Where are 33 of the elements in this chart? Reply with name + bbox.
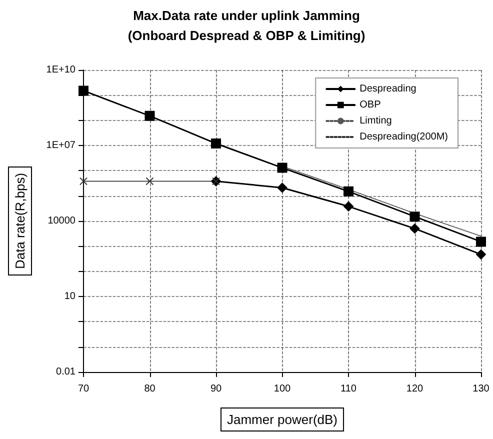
x-tick-label: 100 (274, 384, 292, 394)
point (78, 86, 88, 96)
point (476, 236, 486, 247)
point (144, 110, 155, 121)
point (146, 177, 154, 186)
legend-label: Despreading(200M) (360, 132, 448, 142)
y-axis-title: Data rate(R,bps) (12, 172, 28, 270)
x-axis-title: Jammer power(dB) (226, 412, 338, 427)
point (410, 212, 420, 222)
chart-title: Max.Data rate under uplink Jamming (133, 8, 360, 23)
y-tick-label: 10 (64, 291, 76, 302)
point (277, 182, 288, 193)
point (476, 249, 486, 260)
x-tick-label: 80 (144, 384, 156, 394)
legend-label: Limting (360, 116, 392, 126)
y-tick-label: 0.01 (56, 366, 76, 378)
x-tick-label: 70 (78, 384, 90, 394)
chart-subtitle: (Onboard Despread & OBP & Limiting) (128, 28, 366, 43)
x-tick-label: 130 (472, 384, 490, 394)
y-tick-label: 1E+07 (46, 140, 76, 151)
x-tick-label: 90 (210, 384, 222, 394)
point (344, 186, 354, 196)
y-tick-label: 1E+10 (46, 64, 76, 76)
point (410, 224, 420, 234)
point (80, 177, 88, 186)
point (277, 162, 288, 173)
x-tick-label: 120 (406, 384, 424, 394)
point (344, 201, 354, 212)
legend-label: Despreading (360, 84, 416, 94)
legend-label: OBP (360, 100, 382, 110)
x-tick-label: 110 (340, 384, 357, 394)
point (211, 138, 221, 149)
y-tick-label: 10000 (48, 216, 76, 226)
